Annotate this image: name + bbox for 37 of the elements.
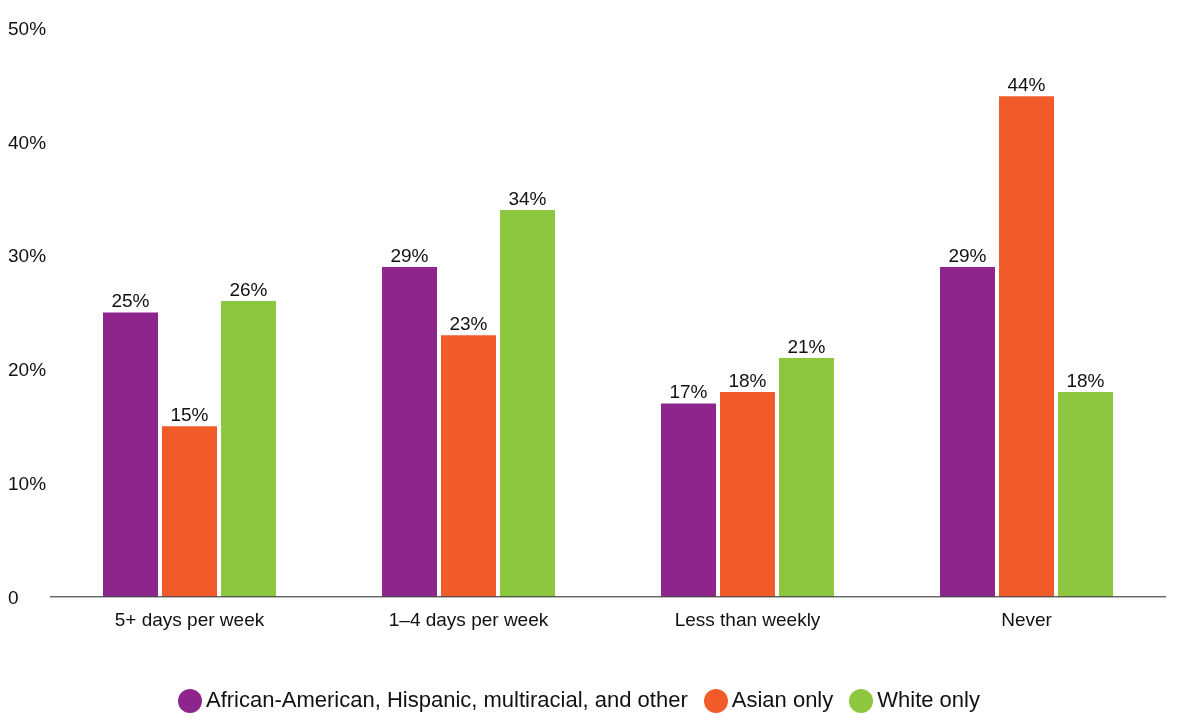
data-label: 26% [229,279,268,301]
legend-label: White only [877,686,980,712]
x-tick-label: 1–4 days per week [388,609,549,631]
y-tick-label: 30% [8,245,47,267]
bar [103,312,159,597]
legend-label: Asian only [731,686,834,712]
bar [720,392,776,597]
y-tick-label: 40% [8,131,47,153]
data-label: 29% [948,244,987,266]
x-tick-label: Less than weekly [674,609,821,631]
bar [999,96,1055,597]
data-label: 18% [1066,370,1105,392]
bar [1058,392,1114,597]
data-label: 18% [728,370,767,392]
data-label: 34% [508,188,547,210]
x-tick-label: 5+ days per week [114,609,265,631]
data-label: 17% [669,381,708,403]
bar [221,301,277,597]
bar [940,266,996,597]
legend-label: African-American, Hispanic, multiracial, and other [206,686,688,712]
y-tick-label: 50% [8,17,47,39]
y-tick-label: 0 [8,586,19,608]
data-label: 23% [449,313,488,335]
bar [382,266,438,597]
bar [162,426,218,597]
data-label: 29% [390,244,429,266]
bar [441,335,497,597]
data-label: 44% [1007,74,1046,96]
y-tick-label: 10% [8,472,47,494]
y-tick-label: 20% [8,359,47,381]
data-label: 25% [111,290,150,312]
bar [500,210,556,597]
bar [779,357,835,597]
data-label: 15% [170,404,209,426]
bar [661,403,717,597]
data-label: 21% [787,335,826,357]
x-tick-label: Never [1001,609,1053,631]
